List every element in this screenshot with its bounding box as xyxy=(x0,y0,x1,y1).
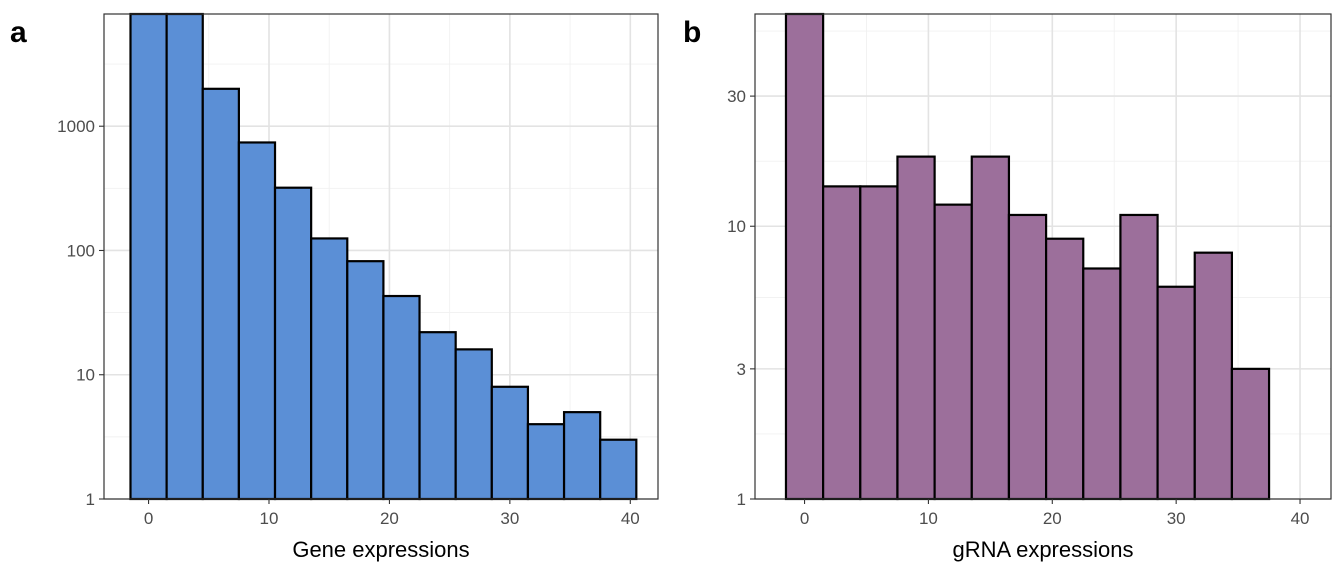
panel-b-x-axis-title: gRNA expressions xyxy=(953,537,1134,562)
panel-a-histogram-bar xyxy=(273,186,313,501)
panel-b-x-tick-label: 40 xyxy=(1291,509,1310,528)
panel-a-histogram-bar xyxy=(310,237,349,501)
panel-b-histogram-bar xyxy=(933,203,973,501)
panel-b-histogram-bar xyxy=(1193,251,1234,501)
panel-b-border xyxy=(754,13,1332,500)
panel-a-tag: a xyxy=(10,16,27,49)
panel-a-y-tick-label: 1000 xyxy=(57,117,95,136)
panel-a-histogram-bar xyxy=(201,87,240,501)
panel-b-histogram-bar xyxy=(822,185,862,501)
panel-b-histogram-bar xyxy=(1044,237,1085,501)
panel-a-histogram-bar xyxy=(562,411,602,501)
panel-a-x-axis: 0 10 20 30 40 xyxy=(144,499,640,528)
panel-b-histogram-bar xyxy=(859,185,899,501)
panel-b-histogram-bar xyxy=(784,12,825,501)
panel-b-histogram-bar xyxy=(1119,213,1159,501)
panel-b-histogram-bar xyxy=(970,155,1011,501)
panel-a-histogram-bar xyxy=(165,12,204,501)
panel-b-x-tick-label: 30 xyxy=(1167,509,1186,528)
panel-b-histogram-bar xyxy=(1082,267,1122,501)
panel-b-y-tick-label: 3 xyxy=(737,360,746,379)
panel-a-y-tick-label: 10 xyxy=(76,366,95,385)
panel-b-histogram-bar xyxy=(1156,285,1196,501)
panel-b-histogram-bar xyxy=(1007,213,1048,501)
panel-a-histogram-bar xyxy=(237,141,277,501)
panel-a: 0 10 20 30 40 1 10 100 1000 Gene expressions a xyxy=(10,12,659,562)
panel-a-bars xyxy=(129,12,638,501)
panel-a-x-tick-label: 30 xyxy=(500,509,519,528)
panel-a-histogram-bar xyxy=(346,260,385,501)
panel-a-x-tick-label: 0 xyxy=(144,509,153,528)
panel-b-x-tick-label: 10 xyxy=(919,509,938,528)
panel-a-y-tick-label: 100 xyxy=(67,241,95,260)
panel-a-histogram-bar xyxy=(599,438,638,501)
panel-a-y-tick-label: 1 xyxy=(86,490,95,509)
panel-a-histogram-bar xyxy=(418,331,457,501)
panel-a-histogram-bar xyxy=(382,294,421,501)
panel-a-x-tick-label: 40 xyxy=(621,509,640,528)
panel-b-x-tick-label: 0 xyxy=(800,509,809,528)
panel-b-histogram-bar xyxy=(896,155,936,501)
panel-a-border xyxy=(103,13,659,500)
panel-a-histogram-bar xyxy=(129,12,168,501)
panel-a-y-axis: 1 10 100 1000 xyxy=(57,117,104,509)
panel-b-bars xyxy=(784,12,1271,501)
panel-b-y-tick-label: 30 xyxy=(727,87,746,106)
panel-a-x-axis-title: Gene expressions xyxy=(292,537,469,562)
panel-b-x-tick-label: 20 xyxy=(1043,509,1062,528)
panel-a-x-tick-label: 20 xyxy=(380,509,399,528)
panel-b-y-tick-label: 1 xyxy=(737,490,746,509)
panel-a-histogram-bar xyxy=(490,385,530,501)
panel-b: 0 10 20 30 40 1 3 10 30 gRNA expressions b xyxy=(683,12,1332,562)
panel-b-histogram-bar xyxy=(1230,367,1271,501)
panel-a-x-tick-label: 10 xyxy=(260,509,279,528)
panel-b-y-tick-label: 10 xyxy=(727,217,746,236)
panel-a-histogram-bar xyxy=(526,423,566,501)
panel-b-x-axis: 0 10 20 30 40 xyxy=(800,499,1310,528)
panel-b-y-axis: 1 3 10 30 xyxy=(727,87,755,509)
panel-a-histogram-bar xyxy=(454,348,493,501)
panel-b-tag: b xyxy=(683,16,701,49)
